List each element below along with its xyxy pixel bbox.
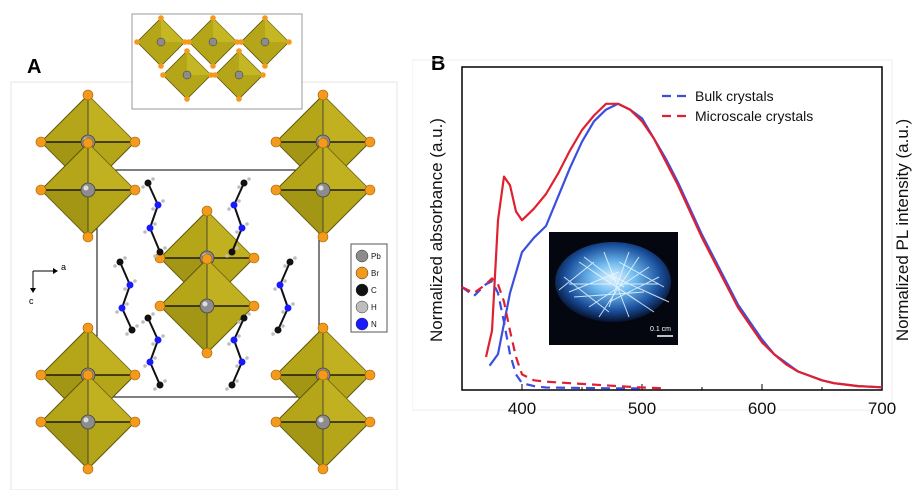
- y-axis-label-left: Normalized absorbance (a.u.): [427, 118, 446, 342]
- octahedra-layer: [35, 89, 376, 475]
- atom-legend-item: N: [355, 317, 377, 331]
- legend-label: Bulk crystals: [695, 88, 774, 104]
- panel-b: B Normalized absorbance (a.u.) Normalize…: [412, 0, 912, 490]
- pbbr6-octahedron: [270, 137, 376, 243]
- legend-label: Microscale crystals: [695, 108, 813, 124]
- atom-legend-label: H: [371, 303, 377, 312]
- pbbr6-octahedron: [35, 137, 141, 243]
- organic-cation: [113, 256, 139, 336]
- atom-legend-item: C: [355, 283, 377, 297]
- absorbance-curve-microscale: [461, 277, 667, 390]
- legend-item: Microscale crystals: [662, 108, 813, 124]
- atom-legend-item: Pb: [355, 249, 381, 263]
- legend-item: Bulk crystals: [662, 88, 774, 104]
- pbbr6-octahedron: [35, 369, 141, 475]
- crystal-structure-figure: a c Pb Br CHN: [10, 13, 398, 490]
- pbbr6-octahedron: [270, 369, 376, 475]
- atom-legend-label: Br: [371, 269, 379, 278]
- atom-legend-item: Br: [355, 266, 379, 280]
- atom-legend-label: C: [371, 286, 377, 295]
- x-tick-label: 700: [868, 399, 896, 418]
- plot-frame: [461, 66, 883, 391]
- pbbr6-octahedron: [154, 253, 260, 359]
- y-axis-label-right: Normalized PL intensity (a.u.): [893, 119, 912, 341]
- axis-c-label: c: [29, 296, 34, 306]
- organic-cation: [225, 312, 251, 391]
- atom-legend: Pb Br CHN: [350, 243, 388, 333]
- atom-legend-label: N: [371, 320, 377, 329]
- crystal-photo-image: 0.1 cm: [549, 232, 678, 345]
- organic-cation: [141, 312, 167, 391]
- x-tick-label: 400: [508, 399, 536, 418]
- series-layer: [461, 102, 883, 390]
- octahedra-chain-inset: [134, 15, 292, 102]
- unit-cell-box: [96, 169, 320, 398]
- x-tick-label: 600: [748, 399, 776, 418]
- x-tick-label: 500: [628, 399, 656, 418]
- chart-legend: Bulk crystals Microscale crystals: [662, 88, 813, 124]
- atom-legend-item: H: [355, 300, 377, 314]
- spectra-chart: Normalized absorbance (a.u.) Normalized …: [412, 59, 912, 418]
- x-axis-ticks: 400 500 600 700: [461, 384, 896, 418]
- axis-a-label: a: [61, 262, 66, 272]
- panel-a: A a c Pb Br C H N: [0, 0, 410, 490]
- scale-bar-label: 0.1 cm: [650, 326, 671, 333]
- panel-b-label: B: [431, 53, 446, 75]
- axis-indicator: a c: [29, 262, 66, 306]
- organic-cation: [271, 256, 297, 336]
- chart-outer-frame: [412, 59, 893, 411]
- organic-cation: [141, 177, 167, 258]
- organic-cations-layer: [113, 177, 297, 391]
- pl-curve-microscale: [484, 102, 883, 389]
- atom-legend-label: Pb: [371, 252, 381, 261]
- panel-a-label: A: [27, 56, 42, 78]
- organic-cation: [225, 177, 251, 258]
- crystal-photo-inset: 0.1 cm: [549, 232, 678, 345]
